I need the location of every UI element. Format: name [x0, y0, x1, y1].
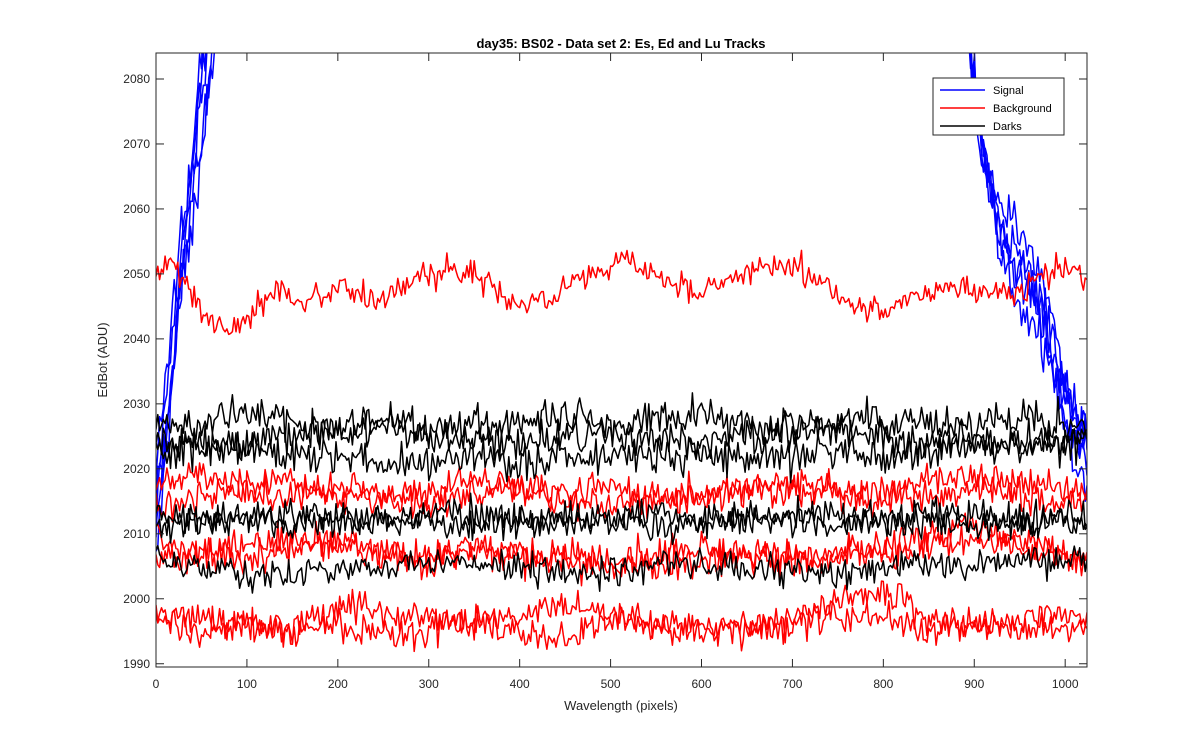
- x-tick-label: 200: [328, 677, 348, 691]
- y-axis-label: EdBot (ADU): [95, 322, 110, 397]
- background-series-line-1: [156, 249, 1087, 336]
- legend: Signal Background Darks: [932, 77, 1065, 136]
- ticks-layer: 0 100 200 300 400 500 600 700 800 900 1000 1990 2000…: [123, 53, 1087, 691]
- background-series-line-5: [156, 512, 1087, 587]
- series-layer: [156, 53, 1087, 653]
- legend-label-signal: Signal: [993, 85, 1024, 97]
- x-tick-label: 0: [153, 677, 160, 691]
- x-axis-label: Wavelength (pixels): [564, 698, 678, 713]
- legend-label-darks: Darks: [993, 121, 1022, 133]
- darks-series-line-6: [156, 545, 1087, 594]
- y-tick-label: 2010: [123, 527, 150, 541]
- darks-series-line-2: [156, 401, 1087, 473]
- x-tick-label: 500: [601, 677, 621, 691]
- y-tick-label: 2020: [123, 462, 150, 476]
- y-tick-label: 2000: [123, 592, 150, 606]
- y-tick-label: 2070: [123, 137, 150, 151]
- x-tick-label: 300: [419, 677, 439, 691]
- background-series-line-4: [156, 520, 1087, 583]
- background-series-line-6: [156, 588, 1087, 652]
- y-tick-label: 2080: [123, 72, 150, 86]
- y-tick-label: 2060: [123, 202, 150, 216]
- background-series-line-3: [156, 465, 1087, 523]
- y-tick-label: 2050: [123, 267, 150, 281]
- plot-frame: [155, 52, 1088, 668]
- x-tick-label: 400: [510, 677, 530, 691]
- y-tick-label: 1990: [123, 657, 150, 671]
- y-tick-label: 2030: [123, 397, 150, 411]
- y-tick-label: 2040: [123, 332, 150, 346]
- legend-label-background: Background: [993, 103, 1052, 115]
- darks-series-line-3: [156, 417, 1087, 484]
- x-tick-label: 700: [782, 677, 802, 691]
- x-tick-label: 100: [237, 677, 257, 691]
- x-tick-label: 800: [873, 677, 893, 691]
- background-series-line-7: [156, 580, 1087, 653]
- x-tick-label: 900: [964, 677, 984, 691]
- darks-series-line-5: [156, 499, 1087, 546]
- chart-title: day35: BS02 - Data set 2: Es, Ed and Lu …: [476, 36, 765, 51]
- x-tick-label: 1000: [1052, 677, 1079, 691]
- x-tick-label: 600: [691, 677, 711, 691]
